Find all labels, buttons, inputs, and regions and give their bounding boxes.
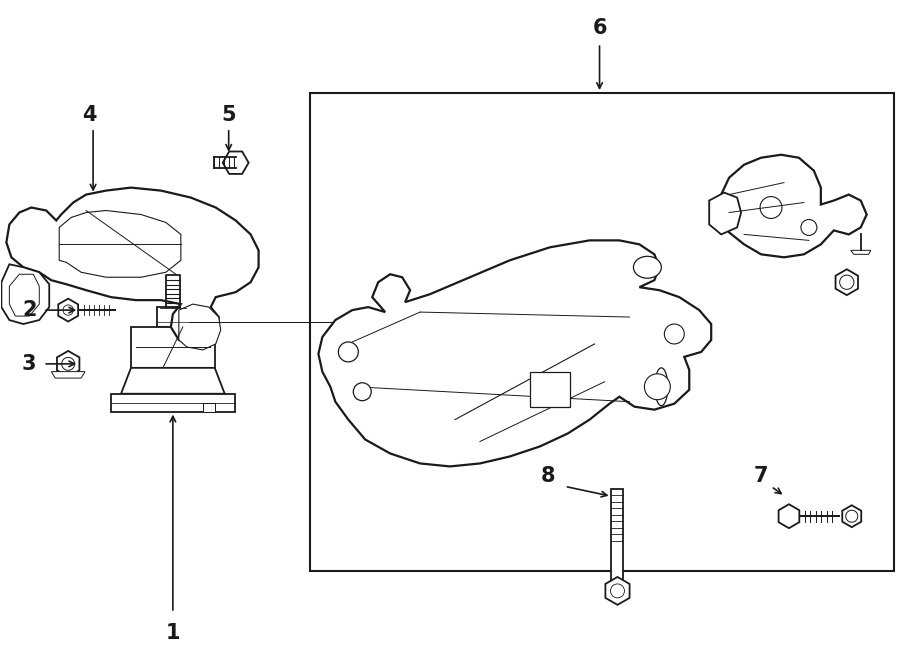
Circle shape	[760, 197, 782, 218]
Polygon shape	[9, 274, 40, 316]
Text: 2: 2	[22, 300, 37, 320]
Polygon shape	[59, 211, 181, 277]
Circle shape	[840, 275, 854, 289]
Polygon shape	[179, 304, 220, 350]
Polygon shape	[111, 394, 235, 412]
Polygon shape	[131, 327, 215, 368]
Circle shape	[338, 342, 358, 362]
Polygon shape	[606, 577, 630, 605]
Text: 5: 5	[221, 105, 236, 125]
Ellipse shape	[634, 256, 661, 278]
Polygon shape	[58, 299, 78, 322]
Polygon shape	[2, 264, 49, 324]
Polygon shape	[709, 193, 741, 234]
Circle shape	[664, 324, 684, 344]
Polygon shape	[850, 250, 870, 254]
Text: 6: 6	[592, 19, 607, 38]
Polygon shape	[121, 368, 225, 394]
Text: 8: 8	[540, 467, 555, 487]
Bar	[310, 93, 894, 571]
Polygon shape	[157, 307, 189, 327]
Polygon shape	[611, 489, 624, 584]
Polygon shape	[222, 152, 248, 174]
Circle shape	[801, 220, 817, 236]
Text: 4: 4	[82, 105, 96, 125]
Polygon shape	[202, 402, 215, 412]
Circle shape	[63, 305, 73, 315]
Ellipse shape	[655, 368, 668, 406]
Circle shape	[610, 584, 625, 598]
Polygon shape	[51, 371, 85, 378]
Circle shape	[644, 374, 670, 400]
Text: 3: 3	[22, 354, 37, 374]
Circle shape	[62, 357, 75, 370]
Circle shape	[846, 510, 858, 522]
Polygon shape	[530, 372, 570, 406]
Polygon shape	[6, 187, 258, 344]
Polygon shape	[57, 351, 79, 377]
Circle shape	[354, 383, 371, 401]
Polygon shape	[721, 155, 867, 258]
Polygon shape	[319, 240, 711, 467]
Polygon shape	[778, 504, 799, 528]
Polygon shape	[842, 505, 861, 527]
Text: 7: 7	[754, 467, 769, 487]
Polygon shape	[835, 269, 858, 295]
Text: 1: 1	[166, 623, 180, 643]
